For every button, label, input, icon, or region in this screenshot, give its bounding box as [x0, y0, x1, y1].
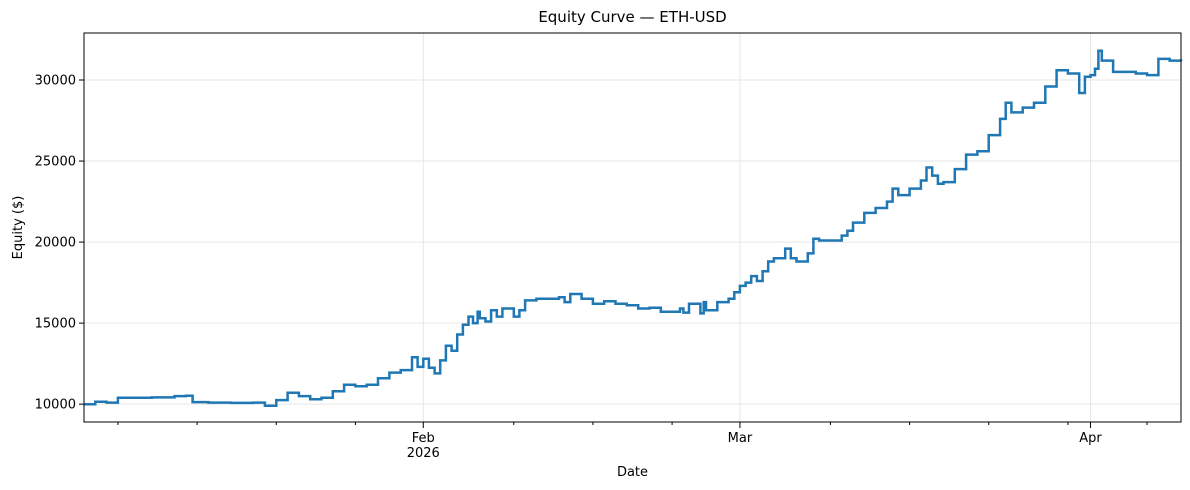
chart-title: Equity Curve — ETH-USD [538, 8, 726, 26]
equity-series-line [84, 49, 1183, 408]
x-tick-label: Apr [1079, 431, 1102, 446]
y-axis-title: Equity ($) [11, 196, 26, 260]
y-tick-label: 10000 [35, 398, 76, 413]
x-tick-sublabel: 2026 [407, 446, 440, 461]
x-tick-label: Mar [728, 431, 753, 446]
plot-area [84, 49, 1183, 408]
grid [84, 33, 1181, 422]
y-tick-label: 20000 [35, 236, 76, 251]
x-axis-title: Date [617, 465, 648, 480]
y-tick-label: 30000 [35, 74, 76, 89]
y-tick-label: 15000 [35, 317, 76, 332]
y-tick-label: 25000 [35, 155, 76, 170]
plot-frame [83, 32, 1182, 423]
y-axis: 10000 15000 20000 25000 30000 [35, 74, 84, 413]
x-tick-label: Feb [412, 431, 435, 446]
